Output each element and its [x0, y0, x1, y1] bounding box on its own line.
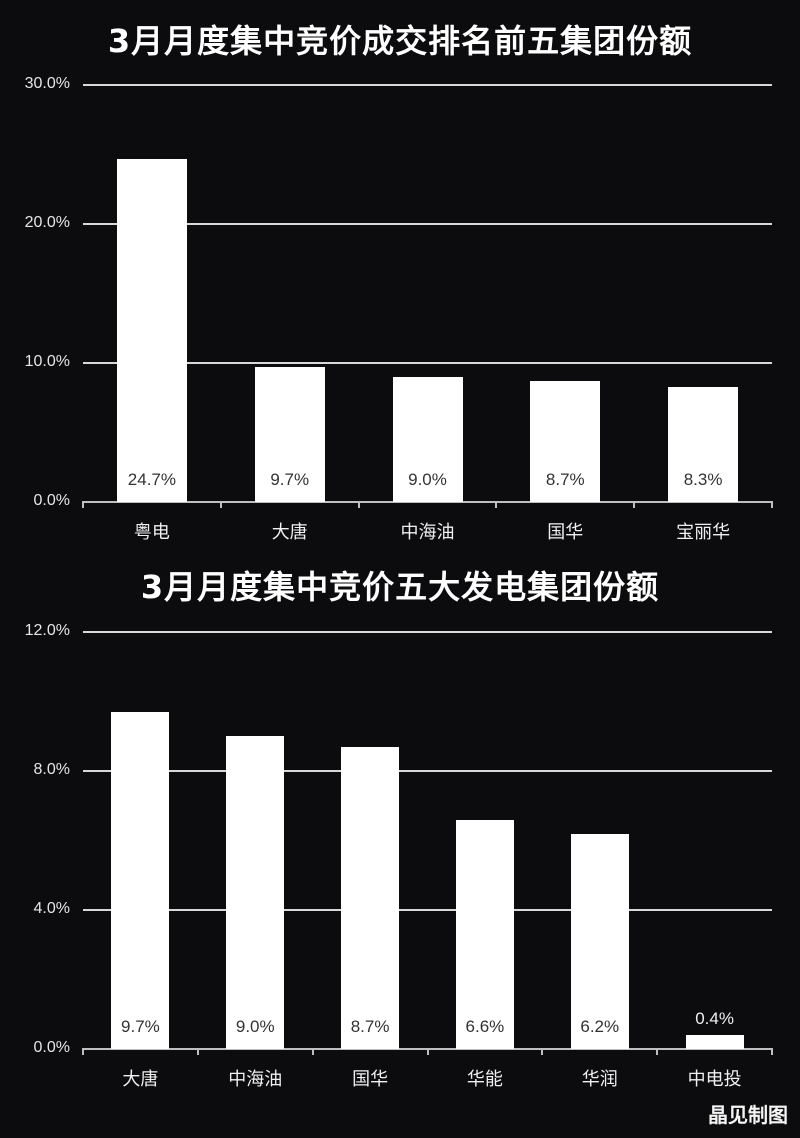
- x-category-label: 国华: [352, 1069, 389, 1090]
- x-axis-tick: [656, 1048, 659, 1055]
- x-category-label: 中海油: [228, 1069, 283, 1090]
- y-tick-label: 4.0%: [33, 900, 70, 917]
- bar: [668, 386, 739, 502]
- y-tick-label: 8.0%: [33, 761, 70, 778]
- x-axis-tick: [495, 501, 498, 508]
- bar-value-label: 8.7%: [545, 470, 585, 489]
- x-axis-tick: [541, 1048, 544, 1055]
- x-axis: [83, 501, 772, 503]
- chart2-title: 3月月度集中竞价五大发电集团份额: [140, 568, 660, 606]
- bar: [111, 711, 170, 1049]
- gridline: [83, 223, 772, 225]
- bar-value-label: 9.0%: [235, 1017, 275, 1036]
- bar-value-label: 24.7%: [127, 470, 176, 489]
- x-axis-tick: [771, 1048, 773, 1055]
- bar: [570, 833, 629, 1049]
- x-category-label: 大唐: [122, 1069, 159, 1090]
- bar: [341, 746, 400, 1049]
- gridline: [83, 631, 772, 633]
- bar-value-label: 9.0%: [408, 470, 447, 489]
- y-tick-label: 30.0%: [24, 75, 70, 92]
- x-axis-tick: [219, 501, 222, 508]
- x-category-label: 国华: [547, 522, 584, 543]
- chart1-title: 3月月度集中竞价成交排名前五集团份额: [107, 22, 693, 60]
- gridline: [83, 84, 772, 86]
- x-category-label: 华润: [581, 1069, 618, 1090]
- x-axis-tick: [311, 1048, 314, 1055]
- bar-value-label: 6.2%: [580, 1017, 620, 1036]
- bar: [116, 158, 187, 502]
- x-category-label: 粤电: [133, 522, 170, 543]
- y-tick-label: 12.0%: [24, 622, 70, 639]
- x-category-label: 宝丽华: [676, 522, 731, 543]
- bar-value-label: 9.7%: [270, 470, 310, 489]
- x-category-label: 中电投: [687, 1069, 742, 1090]
- y-tick-label: 0.0%: [33, 1039, 70, 1056]
- bar-value-label: 8.3%: [683, 470, 723, 489]
- gridline: [83, 362, 772, 364]
- bar-value-label: 0.4%: [695, 1009, 734, 1029]
- bar-value-label: 8.7%: [350, 1017, 390, 1036]
- x-axis-tick: [82, 501, 84, 508]
- x-axis-tick: [633, 501, 636, 508]
- gridline: [83, 770, 772, 772]
- y-tick-label: 20.0%: [24, 214, 70, 231]
- x-category-label: 大唐: [271, 522, 308, 543]
- x-category-label: 中海油: [400, 522, 455, 543]
- gridline: [83, 909, 772, 911]
- x-axis-tick: [82, 1048, 84, 1055]
- bar: [392, 376, 463, 502]
- x-category-label: 华能: [466, 1069, 503, 1090]
- bar-value-label: 6.6%: [465, 1017, 505, 1036]
- y-tick-label: 0.0%: [33, 492, 70, 509]
- bar: [530, 381, 601, 502]
- y-tick-label: 10.0%: [24, 353, 70, 370]
- x-axis-tick: [771, 501, 773, 508]
- credit-label: 晶见制图: [708, 1103, 788, 1127]
- bar: [226, 736, 285, 1049]
- x-axis-tick: [426, 1048, 429, 1055]
- bar: [455, 819, 514, 1049]
- x-axis-tick: [196, 1048, 199, 1055]
- bar: [685, 1035, 744, 1049]
- bar: [254, 367, 325, 502]
- x-axis-tick: [357, 501, 360, 508]
- bar-value-label: 9.7%: [121, 1017, 160, 1036]
